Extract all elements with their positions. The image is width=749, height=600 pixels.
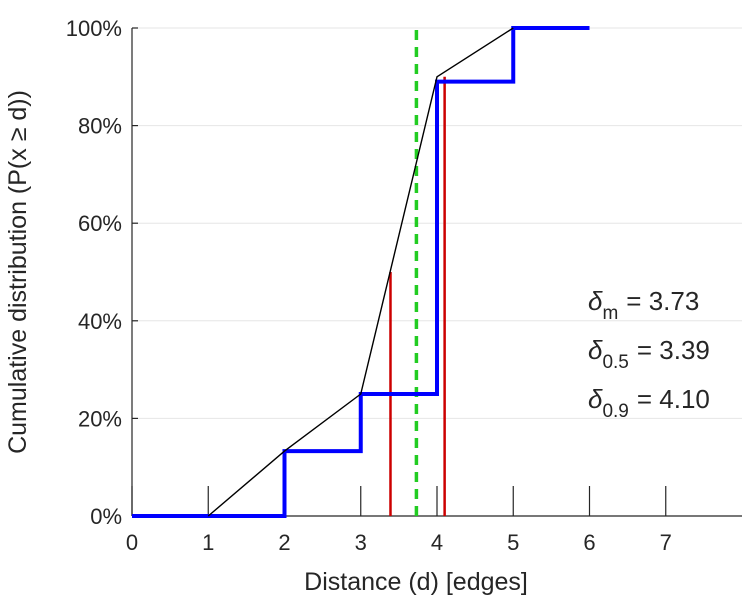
x-tick-label: 0 [126, 530, 138, 555]
tick-labels: 0 1 2 3 4 5 6 7 0% 20% 40% 60% 80% 100% [66, 16, 672, 555]
interpolated-series-line [207, 27, 514, 517]
delta-annotations: δm = 3.73 δ0.5 = 3.39 δ0.9 = 4.10 [588, 286, 710, 422]
y-tick-label: 40% [78, 309, 122, 334]
y-tick-label: 60% [78, 211, 122, 236]
x-tick-label: 5 [507, 530, 519, 555]
y-tick-label: 100% [66, 16, 122, 41]
y-tick-label: 0% [90, 504, 122, 529]
data-series [132, 26, 590, 518]
y-tick-label: 20% [78, 406, 122, 431]
y-tick-label: 80% [78, 114, 122, 139]
x-tick-label: 7 [660, 530, 672, 555]
x-axis-label: Distance (d) [edges] [304, 568, 528, 596]
y-axis-label: Cumulative distribution (P(x ≥ d)) [4, 90, 32, 454]
x-tick-label: 2 [278, 530, 290, 555]
x-tick-label: 6 [583, 530, 595, 555]
x-tick-label: 3 [355, 530, 367, 555]
x-tick-label: 1 [202, 530, 214, 555]
delta-annotation: δ0.9 = 4.10 [588, 384, 710, 422]
delta-annotation: δ0.5 = 3.39 [588, 335, 710, 373]
x-tick-label: 4 [431, 530, 443, 555]
delta-annotation: δm = 3.73 [588, 286, 699, 324]
step-series-line [132, 26, 590, 518]
